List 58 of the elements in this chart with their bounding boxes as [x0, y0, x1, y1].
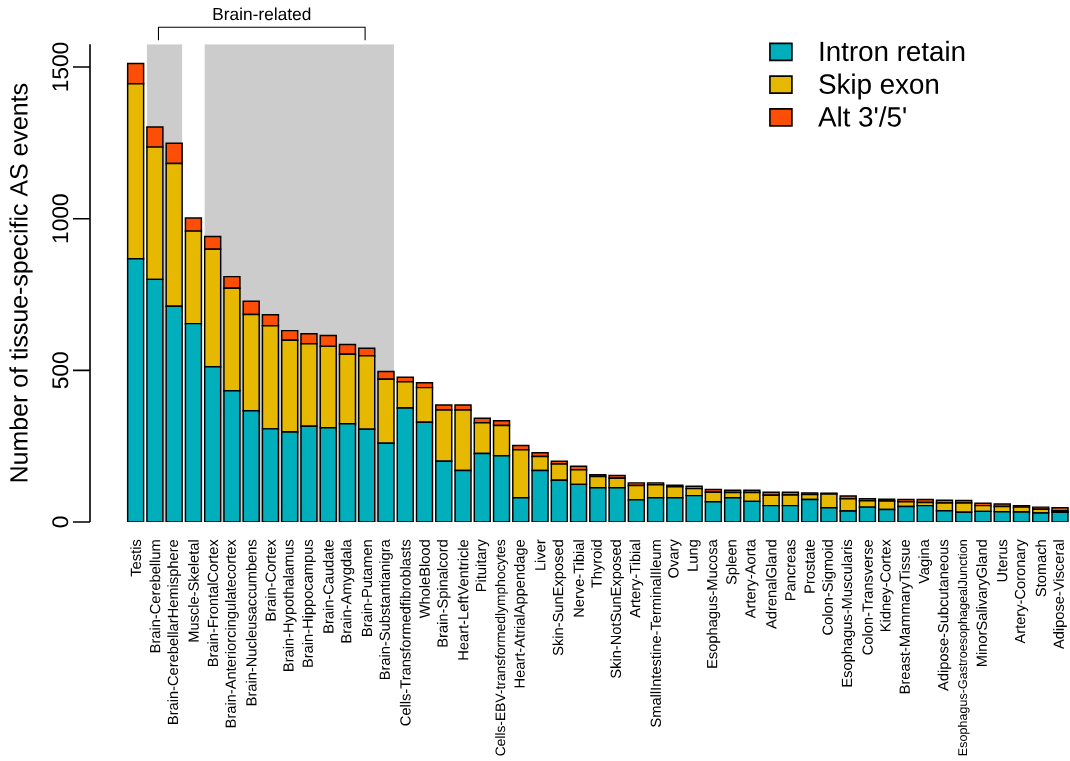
x-tick-label: Skin-NotSunExposed [610, 540, 624, 679]
x-tick-label: Colon-Transverse [862, 539, 873, 655]
y-tick-label: 1500 [52, 42, 69, 91]
x-tick-label: Cells-Transformedfibroblasts [399, 539, 411, 726]
x-tick-label: Brain-Spinalcord [436, 540, 451, 647]
x-tick-label: Brain-Putamen [361, 540, 373, 636]
legend-label: Alt 3'/5' [818, 106, 906, 127]
x-tick-label: AdrenalGland [765, 540, 777, 629]
x-tick-label: Esophagus-GastroesophagealJunction [957, 540, 970, 756]
x-tick-label: Ovary [668, 539, 682, 578]
x-tick-label: Brain-Cortex [265, 539, 276, 621]
x-tick-label: Brain-Anteriorcingulatecortex [225, 539, 239, 728]
x-tick-label: Kidney-Cortex [879, 539, 894, 631]
x-tick-label: Brain-Cerebellum [149, 540, 161, 653]
x-tick-label: Artery-Tibial [629, 540, 644, 618]
x-tick-label: Vagina [918, 539, 933, 584]
x-tick-label: Pancreas [785, 539, 796, 601]
legend-label: Intron retain [820, 40, 965, 62]
x-tick-label: Esophagus-Muscularis [841, 539, 855, 687]
x-tick-label: Lung [687, 540, 701, 571]
x-tick-label: Breast-MammaryTissue [899, 539, 913, 694]
x-tick-label: Artery-Coronary [1014, 539, 1029, 644]
y-tick-label: 0 [52, 516, 69, 528]
x-tick-label: Artery-Aorta [745, 539, 759, 619]
x-tick-label: Brain-Nucleusaccumbens [245, 539, 257, 706]
x-tick-label: Heart-AtrialAppendage [513, 539, 528, 688]
x-tick-label: Thyroid [590, 540, 605, 588]
x-tick-label: SmallIntestine-TerminalIleum [650, 540, 661, 727]
x-tick-label: Brain-Substantianigra [379, 539, 393, 680]
x-tick-label: Adipose-Subcutaneous [937, 539, 952, 691]
x-tick-label: Brain-Caudate [322, 539, 334, 633]
x-tick-label: Pituitary [475, 539, 490, 592]
text: Brain-related [213, 7, 311, 21]
x-tick-label: Brain-Hippocampus [302, 539, 316, 667]
x-tick-label: Stomach [1035, 540, 1047, 597]
x-tick-label: Brain-Amygdala [340, 539, 355, 643]
x-tick-label: Skin-SunExposed [552, 540, 567, 656]
x-tick-label: Muscle-Skeletal [188, 540, 199, 642]
x-tick-label: Brain-Hypothalamus [282, 539, 297, 671]
y-axis-title: Number of tissue-specific AS events [9, 83, 33, 482]
x-tick-label: Colon-Sigmoid [822, 540, 836, 635]
x-tick-label: Brain-CerebellarHemisphere [167, 539, 181, 724]
x-tick-label: Liver [534, 539, 546, 570]
x-tick-label: Nerve-Tibial [573, 540, 584, 617]
x-tick-label: Uterus [997, 539, 1008, 582]
x-tick-label: MinorSalivaryGland [976, 540, 990, 667]
x-tick-label: WholeBlood [419, 540, 430, 619]
x-tick-label: Heart-LeftVentricle [457, 539, 469, 660]
x-tick-label: Adipose-Visceral [1053, 540, 1067, 650]
x-tick-label: Esophagus-Mucosa [706, 539, 721, 668]
x-tick-label: Prostate [804, 539, 815, 593]
y-tick-label: 500 [52, 352, 69, 389]
legend-label: Skip exon [819, 73, 938, 100]
x-tick-label: Testis [130, 539, 142, 577]
x-tick-label: Cells-EBV-transformedlymphocytes [495, 539, 508, 756]
y-tick-label: 1000 [52, 194, 69, 243]
x-tick-label: Spleen [725, 540, 740, 585]
x-tick-label: Brain-FrontalCortex [207, 539, 219, 667]
